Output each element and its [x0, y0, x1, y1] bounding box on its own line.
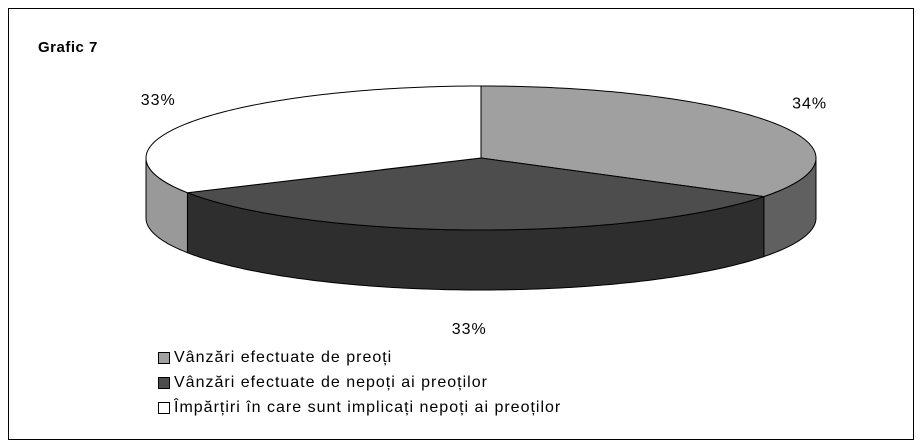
data-label: 33% [141, 92, 176, 109]
legend-label: Vânzări efectuate de nepoți ai preoților [174, 374, 488, 391]
data-label: 33% [452, 321, 487, 338]
legend-swatch [158, 402, 170, 414]
legend-label: Împărțiri în care sunt implicați nepoți … [173, 397, 561, 416]
slice [145, 85, 482, 194]
data-label: 34% [792, 95, 827, 112]
legend-swatch [158, 352, 170, 364]
legend-swatch [158, 377, 170, 389]
legend-label: Vânzări efectuate de preoți [174, 349, 392, 366]
chart-title: Grafic 7 [38, 39, 98, 56]
